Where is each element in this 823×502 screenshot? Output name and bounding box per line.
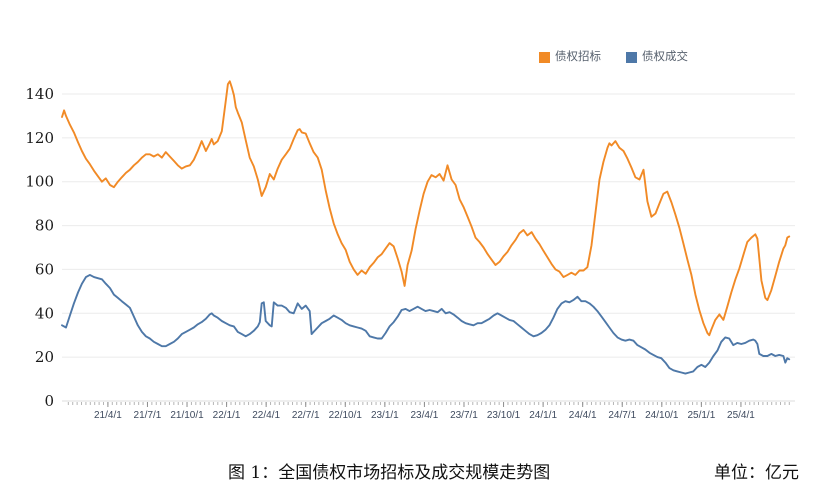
- x-axis-tick-label: 23/7/1: [450, 410, 478, 421]
- x-axis-tick-label: 21/10/1: [170, 410, 204, 421]
- x-axis-tick-label: 22/7/1: [292, 410, 320, 421]
- unit-label: 单位：亿元: [714, 463, 799, 483]
- caption-row: 图 1：全国债权市场招标及成交规模走势图 单位：亿元: [0, 458, 823, 483]
- x-axis-tick-label: 24/4/1: [569, 410, 597, 421]
- legend-label-bidding: 债权招标: [555, 51, 601, 63]
- x-axis-tick-label: 21/4/1: [94, 410, 122, 421]
- x-axis-tick-label: 25/4/1: [727, 410, 755, 421]
- y-axis-tick-label: 80: [35, 217, 54, 235]
- x-axis-tick-label: 24/1/1: [529, 410, 557, 421]
- y-axis-tick-label: 20: [35, 348, 54, 366]
- y-axis-tick-label: 40: [35, 304, 54, 322]
- chart-legend: 债权招标 债权成交: [0, 50, 823, 66]
- series-line-bidding: [61, 80, 791, 337]
- line-chart-plot: 0 20 40 60 80 100 120 140 21/4/1 21/7/1 21/10/1 22/…: [25, 80, 795, 421]
- x-axis-tick-label: 21/7/1: [134, 410, 162, 421]
- figure-caption: 图 1：全国债权市场招标及成交规模走势图: [228, 463, 551, 483]
- legend-item-transaction: 债权成交: [626, 51, 688, 64]
- x-axis-tick-label: 22/4/1: [252, 410, 280, 421]
- x-axis-tick-label: 23/10/1: [487, 410, 521, 421]
- x-axis-tick-label: 22/1/1: [213, 410, 241, 421]
- x-axis-tick-label: 22/10/1: [329, 410, 363, 421]
- legend-swatch-bidding-icon: [539, 52, 550, 63]
- legend-swatch-transaction-icon: [626, 52, 637, 63]
- x-axis-tick-label: 23/1/1: [371, 410, 399, 421]
- series-line-transaction: [61, 273, 791, 375]
- legend-item-bidding: 债权招标: [539, 51, 601, 64]
- y-axis-tick-label: 60: [35, 260, 54, 278]
- x-axis-tick-label: 24/7/1: [608, 410, 636, 421]
- y-axis-tick-label: 100: [25, 173, 54, 191]
- x-axis-tick-label: 25/1/1: [687, 410, 715, 421]
- y-axis-tick-label: 140: [25, 85, 54, 103]
- y-axis-tick-label: 0: [44, 392, 54, 410]
- legend-label-transaction: 债权成交: [642, 51, 688, 63]
- x-axis-tick-label: 24/10/1: [645, 410, 679, 421]
- x-axis-tick-label: 23/4/1: [411, 410, 439, 421]
- y-axis-tick-label: 120: [25, 129, 54, 147]
